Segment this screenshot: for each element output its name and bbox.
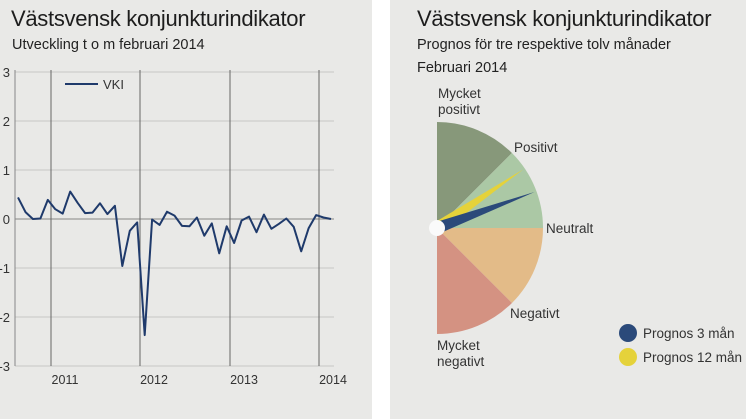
legend-swatch bbox=[619, 348, 637, 366]
chart-title: Västsvensk konjunkturindikator bbox=[11, 6, 306, 31]
gauge-needle bbox=[434, 192, 535, 234]
legend-label: VKI bbox=[103, 77, 124, 92]
x-tick-label: 2011 bbox=[52, 373, 79, 387]
y-tick-label: 1 bbox=[3, 163, 10, 178]
chart-title: Västsvensk konjunkturindikator bbox=[417, 6, 712, 31]
chart-subtitle: Prognos för tre respektive tolv månader bbox=[417, 37, 671, 53]
chart-date: Februari 2014 bbox=[417, 60, 508, 76]
chart-subtitle: Utveckling t o m februari 2014 bbox=[12, 37, 205, 53]
gauge-scale-label: Negativt bbox=[510, 306, 560, 321]
gauge-scale-label: Positivt bbox=[514, 140, 558, 155]
legend-swatch bbox=[619, 324, 637, 342]
x-tick-label: 2012 bbox=[140, 373, 168, 387]
gauge-band bbox=[437, 228, 543, 303]
gauge-scale-label: Neutralt bbox=[546, 221, 594, 236]
vki-series-line bbox=[17, 190, 332, 337]
forecast-gauge-panel: Västsvensk konjunkturindikator Prognos f… bbox=[390, 0, 746, 419]
gauge-hub bbox=[429, 220, 445, 236]
y-tick-label: 2 bbox=[3, 114, 10, 129]
gauge-band bbox=[437, 228, 512, 334]
y-tick-label: -1 bbox=[0, 261, 10, 276]
y-tick-label: -3 bbox=[0, 359, 10, 374]
line-chart: 3 2 1 0 -1 -2 -3 2011 2012 2013 2014 VKI bbox=[0, 65, 347, 387]
x-tick-label: 2013 bbox=[230, 373, 258, 387]
y-tick-label: 3 bbox=[3, 65, 10, 80]
gauge-band bbox=[437, 122, 512, 228]
legend-label: Prognos 3 mån bbox=[643, 326, 735, 341]
y-tick-label: 0 bbox=[3, 212, 10, 227]
gauge-chart: Mycket positivt Positivt Neutralt Negativt My… bbox=[429, 86, 742, 369]
legend-label: Prognos 12 mån bbox=[643, 350, 742, 365]
gauge-scale-label: Mycket positivt bbox=[438, 86, 481, 117]
gauge-scale-label: Mycket negativt bbox=[437, 338, 485, 369]
vki-line-panel: Västsvensk konjunkturindikator Utvecklin… bbox=[0, 0, 372, 419]
x-tick-label: 2014 bbox=[319, 373, 347, 387]
y-tick-label: -2 bbox=[0, 310, 10, 325]
